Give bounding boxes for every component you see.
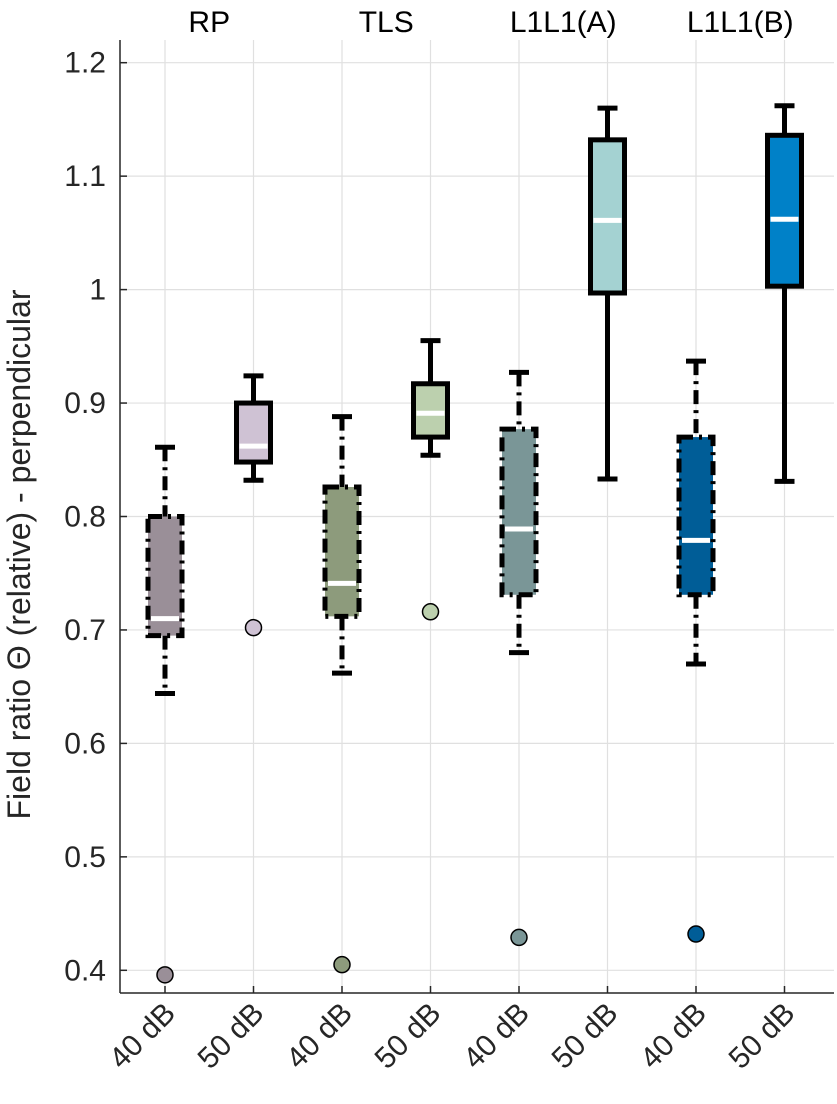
box-tls-50db [411, 338, 450, 621]
iqr-box [588, 137, 627, 296]
iqr-box [322, 484, 362, 619]
y-tick-label: 0.8 [64, 501, 106, 534]
box-l1l1b-50db [765, 103, 804, 484]
outlier-point [156, 966, 174, 984]
y-tick-label: 0.7 [64, 614, 106, 647]
box-l1l1a-50db [588, 105, 627, 482]
x-tick-label: 50 dB [369, 997, 448, 1076]
box-tls-40db [322, 414, 362, 974]
box-l1l1a-40db [499, 369, 539, 947]
x-tick-label: 40 dB [280, 997, 359, 1076]
x-tick-label: 50 dB [723, 997, 802, 1076]
iqr-box [234, 400, 273, 465]
y-tick-label: 0.6 [64, 727, 106, 760]
x-tick-label: 40 dB [103, 997, 182, 1076]
y-ticks: 0.4 0.5 0.6 0.7 0.8 0.9 1 1.1 1.2 [64, 47, 127, 987]
iqr-box [411, 381, 450, 440]
group-label: L1L1(A) [510, 6, 617, 39]
y-tick-label: 1.2 [64, 47, 106, 80]
iqr-box [145, 514, 185, 639]
outlier-point [421, 603, 440, 621]
y-tick-label: 1 [89, 274, 106, 307]
x-tick-label: 50 dB [546, 997, 625, 1076]
y-tick-label: 0.9 [64, 387, 106, 420]
group-label: RP [188, 6, 230, 39]
y-tick-label: 0.5 [64, 841, 106, 874]
iqr-box [765, 132, 804, 289]
box-l1l1b-40db [676, 358, 716, 943]
outlier-point [687, 925, 705, 943]
x-tick-label: 40 dB [634, 997, 713, 1076]
x-tick-label: 50 dB [192, 997, 271, 1076]
group-label: L1L1(B) [687, 6, 794, 39]
boxes [145, 103, 804, 984]
y-axis-label: Field ratio Θ (relative) - perpendicular [1, 289, 37, 819]
x-tick-label: 40 dB [457, 997, 536, 1076]
outlier-point [510, 928, 528, 947]
iqr-box [499, 426, 539, 598]
iqr-box [676, 434, 716, 598]
group-labels: RP TLS L1L1(A) L1L1(B) [188, 6, 793, 39]
box-rp-40db [145, 444, 185, 984]
y-tick-label: 0.4 [64, 954, 106, 987]
outlier-point [333, 955, 351, 974]
box-rp-50db [234, 373, 273, 637]
y-tick-label: 1.1 [64, 160, 106, 193]
outlier-point [244, 618, 263, 637]
grid [120, 40, 834, 993]
x-ticks: 40 dB 50 dB 40 dB 50 dB 40 dB 50 dB 40 dB 50 dB [103, 986, 801, 1075]
group-label: TLS [359, 6, 414, 39]
